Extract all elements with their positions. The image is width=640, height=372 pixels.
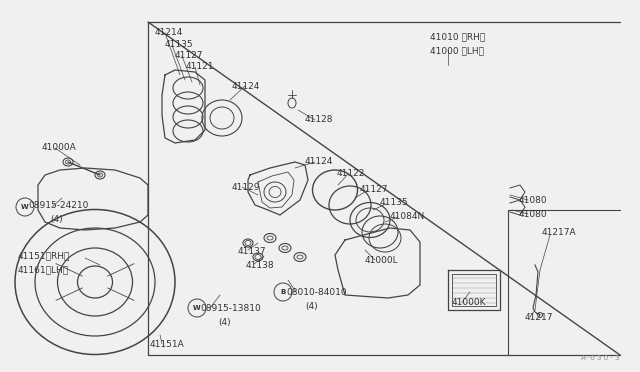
Text: 41128: 41128 <box>305 115 333 124</box>
Text: 41151〈RH〉: 41151〈RH〉 <box>18 251 70 260</box>
Text: 41010 〈RH〉: 41010 〈RH〉 <box>430 32 485 41</box>
Text: 08915-24210: 08915-24210 <box>28 201 88 210</box>
Text: 41127: 41127 <box>175 51 204 60</box>
Text: 08915-13810: 08915-13810 <box>200 304 260 313</box>
Text: 41000A: 41000A <box>42 143 77 152</box>
Text: 41214: 41214 <box>155 28 184 37</box>
Text: B: B <box>280 289 285 295</box>
Text: 41161〈LH〉: 41161〈LH〉 <box>18 265 69 274</box>
Text: 41000K: 41000K <box>452 298 486 307</box>
Text: 41000 〈LH〉: 41000 〈LH〉 <box>430 46 484 55</box>
Text: 08010-84010: 08010-84010 <box>286 288 347 297</box>
Text: 41217: 41217 <box>525 313 554 322</box>
Text: 41121: 41121 <box>186 62 214 71</box>
Text: 41135: 41135 <box>165 40 194 49</box>
Text: 41080: 41080 <box>519 210 548 219</box>
Text: 41084N: 41084N <box>390 212 425 221</box>
Text: (4): (4) <box>50 215 63 224</box>
Text: 41124: 41124 <box>232 82 260 91</box>
Text: 41217A: 41217A <box>542 228 577 237</box>
Text: 41122: 41122 <box>337 169 365 178</box>
Text: 41080: 41080 <box>519 196 548 205</box>
Text: A··0 3 0 · 3: A··0 3 0 · 3 <box>580 355 620 361</box>
Text: 41137: 41137 <box>238 247 267 256</box>
Text: (4): (4) <box>305 302 317 311</box>
Text: 41138: 41138 <box>246 261 275 270</box>
Text: 41124: 41124 <box>305 157 333 166</box>
Text: W: W <box>193 305 201 311</box>
Text: 41135: 41135 <box>380 198 408 207</box>
Text: (4): (4) <box>218 318 230 327</box>
Text: 41151A: 41151A <box>150 340 185 349</box>
Text: 41000L: 41000L <box>365 256 399 265</box>
Text: 41129: 41129 <box>232 183 260 192</box>
Text: W: W <box>21 204 29 210</box>
Text: 41127: 41127 <box>360 185 388 194</box>
